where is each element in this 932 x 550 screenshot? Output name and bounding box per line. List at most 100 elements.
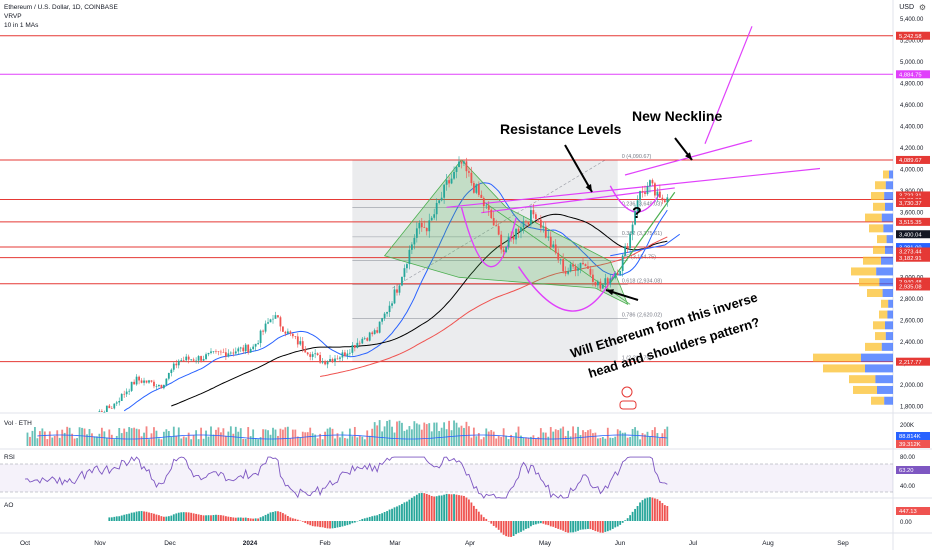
candle-body	[663, 200, 666, 203]
candle-body	[477, 184, 480, 195]
ao-bar	[344, 521, 346, 526]
volume-bar	[636, 430, 639, 446]
volume-bar	[579, 435, 582, 446]
volume-bar	[463, 427, 465, 446]
volume-bar	[31, 430, 34, 446]
ao-bar	[279, 511, 282, 521]
volume-bar	[115, 435, 118, 446]
ao-bar	[579, 521, 582, 530]
ao-bar	[480, 514, 483, 521]
ao-bar	[224, 516, 227, 521]
candle-body	[490, 209, 493, 219]
ao-bar	[125, 514, 128, 521]
volume-bar	[482, 437, 485, 446]
ao-bar	[616, 521, 619, 527]
candle-body	[257, 343, 260, 344]
volume-bar	[249, 436, 252, 446]
candle-body	[272, 318, 274, 320]
ao-bar	[187, 512, 190, 521]
price-tick-13: 2,800.00	[900, 297, 924, 303]
ao-bar	[626, 518, 629, 521]
currency-label[interactable]: USD	[899, 4, 914, 11]
volume-bar	[495, 438, 498, 446]
ao-bar	[128, 513, 131, 521]
candle-body	[180, 360, 183, 361]
volume-bar	[128, 427, 131, 446]
candle-body	[649, 180, 651, 187]
candle-body	[453, 171, 455, 179]
candle-body	[135, 376, 138, 385]
ma-blue-end	[610, 233, 681, 257]
gear-icon[interactable]: ⚙	[918, 3, 926, 12]
volume-bar	[425, 424, 428, 446]
volume-bar	[584, 432, 587, 446]
ao-bar	[425, 493, 428, 521]
price-badge: 4,884.75	[899, 72, 922, 78]
candle-body	[373, 330, 376, 335]
candle-body	[334, 358, 336, 362]
candle-body	[331, 359, 334, 362]
ao-bar	[401, 503, 403, 521]
candle-body	[220, 351, 222, 353]
volume-bar	[398, 420, 401, 446]
indicator-mas[interactable]: 10 in 1 MAs	[4, 22, 39, 29]
ao-bar	[594, 521, 597, 532]
volume-bar	[311, 433, 314, 446]
ao-bar	[656, 499, 659, 521]
volume-bar	[301, 431, 304, 446]
vrvp-bar	[881, 342, 893, 351]
volume-bar	[336, 433, 339, 446]
volume-bar	[177, 427, 180, 446]
ao-bar	[646, 497, 649, 521]
ao-bar	[319, 521, 322, 528]
volume-bar	[185, 437, 188, 446]
volume-bar	[110, 434, 113, 446]
candle-body	[460, 161, 463, 164]
candle-body	[299, 341, 302, 345]
volume-bar	[388, 419, 391, 446]
ao-bar	[574, 521, 577, 532]
candle-body	[587, 266, 589, 269]
ao-bar	[282, 513, 284, 521]
candle-body	[562, 259, 565, 272]
ao-bar	[182, 512, 185, 521]
resistance-lines	[0, 35, 893, 363]
volume-bar	[61, 429, 64, 446]
volume-bar	[98, 433, 101, 446]
candle-body	[123, 393, 126, 395]
ao-bar	[120, 515, 123, 521]
candle-body	[589, 268, 592, 275]
candle-body	[274, 315, 277, 319]
indicator-vrvp[interactable]: VRVP	[4, 13, 22, 20]
candle-body	[366, 338, 369, 341]
ao-bar	[304, 521, 307, 523]
candle-body	[656, 191, 659, 196]
time-tick-10: Aug	[762, 540, 774, 547]
volume-bar	[269, 434, 272, 446]
fib-label-5: 0.786 (2,620.02)	[622, 312, 663, 318]
candle-body	[472, 183, 475, 193]
ao-bar	[259, 517, 262, 521]
candle-body	[552, 244, 555, 248]
ao-bar	[286, 516, 289, 521]
ao-bar	[443, 494, 446, 521]
ao-bar	[458, 495, 460, 521]
volume-bar	[200, 427, 202, 446]
ao-pane	[108, 492, 669, 537]
ao-bar	[485, 518, 488, 521]
ao-bar	[158, 515, 160, 521]
rsi-badge-bg	[896, 466, 930, 474]
volume-bar	[353, 426, 356, 446]
fib-diagonal	[392, 159, 606, 289]
ao-bar	[378, 513, 381, 521]
volume-badge: 88.814K	[899, 434, 921, 440]
ao-bar	[547, 521, 550, 526]
volume-bar	[582, 430, 584, 446]
candle-body	[217, 351, 220, 352]
ao-bar	[388, 509, 391, 521]
ao-bar	[247, 518, 250, 521]
volume-bar	[81, 427, 83, 446]
volume-bar	[423, 422, 426, 446]
ao-bar	[296, 519, 299, 521]
ao-bar	[331, 521, 334, 529]
